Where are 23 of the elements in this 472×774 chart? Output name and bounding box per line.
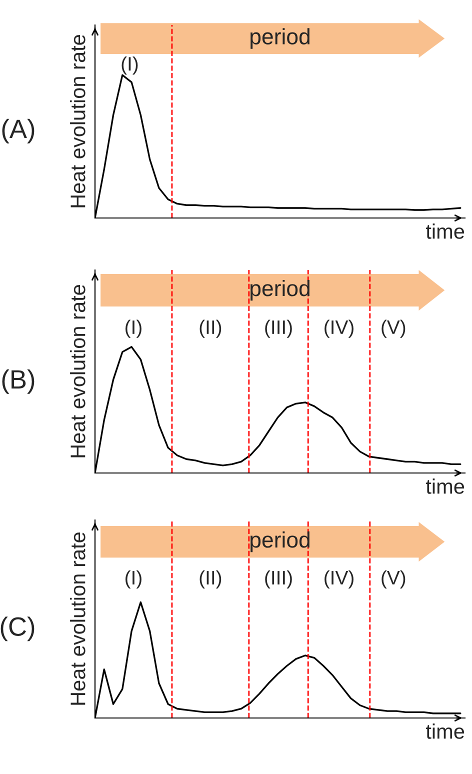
y-axis-title: Heat evolution rate — [70, 284, 86, 458]
text: (II) — [200, 570, 222, 588]
y-axis-title: Heat evolution rate — [70, 34, 86, 208]
text: period — [250, 28, 310, 49]
x-axis-title: time — [426, 224, 464, 239]
text: (I) — [126, 570, 142, 588]
y-axis-title: Heat evolution rate — [70, 532, 86, 705]
text: (I) — [126, 320, 142, 338]
text: period — [250, 531, 310, 552]
text: (B) — [2, 369, 34, 394]
text: (V) — [382, 320, 406, 338]
x-axis-title: time — [426, 724, 464, 739]
x-axis-title: time — [426, 478, 464, 494]
text: (IV) — [324, 570, 354, 588]
text: (V) — [382, 570, 406, 588]
text: (C) — [0, 616, 34, 642]
text: (A) — [2, 118, 34, 144]
text: (IV) — [324, 320, 354, 338]
text: (III) — [265, 320, 292, 338]
text: (II) — [200, 320, 222, 338]
text: period — [250, 280, 310, 301]
text: (I) — [122, 56, 138, 75]
text: (III) — [265, 570, 292, 588]
